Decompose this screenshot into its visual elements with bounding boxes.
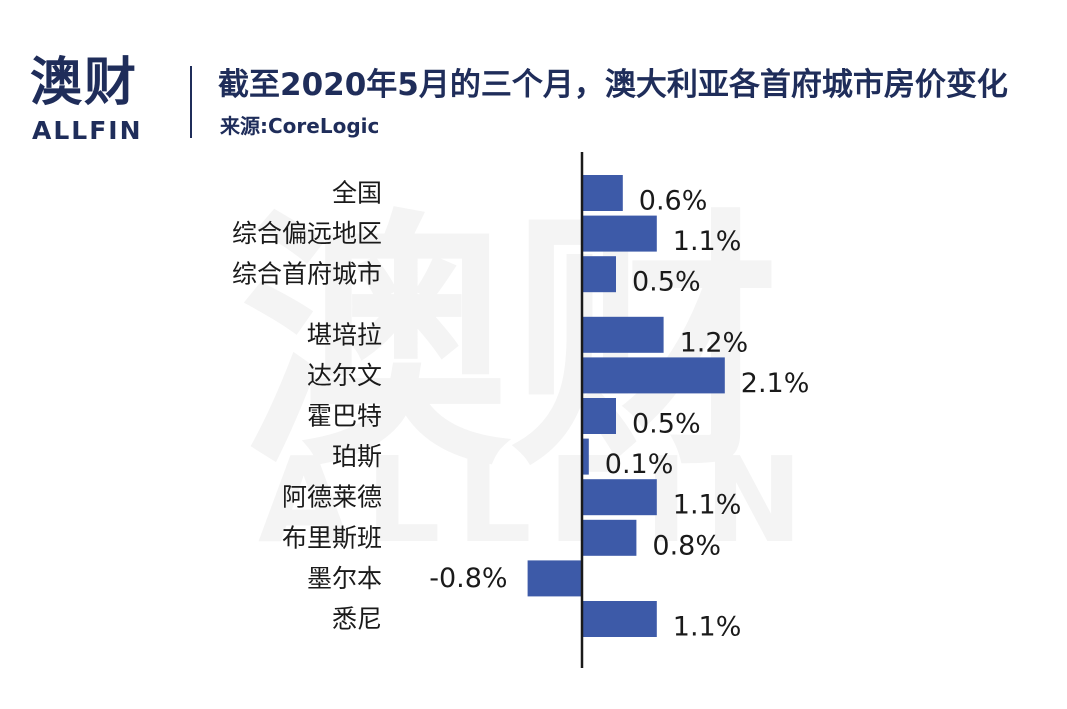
bar bbox=[582, 519, 637, 556]
source-note: 来源:CoreLogic bbox=[220, 114, 380, 138]
value-label: 0.8% bbox=[652, 530, 721, 561]
value-label: 2.1% bbox=[741, 368, 810, 399]
category-label: 墨尔本 bbox=[307, 564, 382, 593]
logo-text-cn: 澳财 bbox=[30, 53, 139, 113]
brand-logo: 澳财 ALLFIN bbox=[30, 52, 170, 152]
bar bbox=[582, 316, 664, 353]
category-label: 布里斯班 bbox=[282, 523, 382, 552]
bar bbox=[582, 256, 616, 293]
bar bbox=[582, 215, 657, 252]
value-label: 0.5% bbox=[632, 267, 701, 298]
logo-text-en: ALLFIN bbox=[32, 116, 143, 145]
category-label: 综合偏远地区 bbox=[232, 219, 382, 248]
value-label: 1.1% bbox=[673, 612, 742, 643]
chart-title: 截至2020年5月的三个月，澳大利亚各首府城市房价变化 bbox=[218, 67, 1008, 103]
header-divider bbox=[190, 66, 192, 138]
value-label: 0.5% bbox=[632, 409, 701, 440]
bar bbox=[527, 560, 582, 597]
category-label: 珀斯 bbox=[332, 442, 382, 471]
category-label: 霍巴特 bbox=[307, 402, 382, 431]
category-label: 堪培拉 bbox=[307, 320, 382, 349]
bar bbox=[582, 601, 657, 637]
value-label: 1.1% bbox=[673, 226, 742, 257]
watermark-cn: 澳财 bbox=[240, 187, 780, 502]
bar bbox=[582, 479, 657, 516]
category-label: 阿德莱德 bbox=[282, 483, 382, 512]
category-label: 悉尼 bbox=[332, 605, 382, 634]
bar bbox=[582, 175, 623, 211]
bar bbox=[582, 357, 725, 394]
value-label: -0.8% bbox=[429, 563, 507, 594]
value-label: 1.2% bbox=[680, 327, 749, 358]
value-label: 1.1% bbox=[673, 490, 742, 521]
category-label: 全国 bbox=[332, 179, 382, 208]
bar bbox=[582, 438, 589, 475]
value-label: 0.6% bbox=[639, 186, 708, 217]
watermark-en: ALLFIN bbox=[258, 431, 819, 569]
bar bbox=[582, 398, 616, 434]
value-label: 0.1% bbox=[605, 449, 674, 480]
category-label: 达尔文 bbox=[307, 361, 382, 390]
category-label: 综合首府城市 bbox=[232, 260, 382, 289]
